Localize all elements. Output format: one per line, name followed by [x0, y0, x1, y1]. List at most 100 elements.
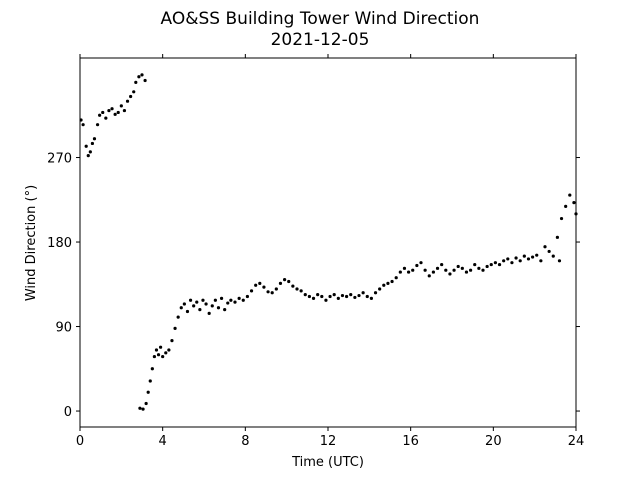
- point: [137, 75, 141, 79]
- point: [88, 150, 92, 154]
- point: [79, 118, 83, 122]
- point: [394, 276, 398, 280]
- point: [518, 259, 522, 263]
- point: [431, 270, 435, 274]
- point: [522, 254, 526, 258]
- point: [415, 263, 419, 268]
- point: [427, 274, 431, 278]
- point: [86, 154, 90, 158]
- point: [291, 284, 295, 288]
- point: [173, 326, 177, 331]
- point: [473, 262, 477, 267]
- point: [489, 262, 493, 267]
- point: [444, 268, 448, 272]
- point: [448, 272, 452, 276]
- point: [229, 298, 233, 302]
- point: [216, 306, 221, 310]
- point: [192, 304, 196, 308]
- point: [278, 281, 283, 285]
- point: [233, 300, 237, 304]
- point: [382, 283, 386, 287]
- point: [411, 268, 415, 272]
- point: [262, 285, 266, 289]
- point: [510, 261, 514, 265]
- point: [95, 123, 100, 127]
- point: [107, 108, 111, 113]
- point: [152, 354, 156, 359]
- point: [143, 78, 147, 83]
- point: [390, 279, 394, 284]
- point: [138, 406, 142, 410]
- point: [320, 294, 324, 299]
- point: [419, 261, 423, 265]
- y-axis-label: Wind Direction (°): [24, 185, 39, 301]
- point: [170, 339, 174, 343]
- point: [188, 298, 193, 302]
- point: [129, 94, 133, 99]
- point: [378, 287, 382, 291]
- point: [481, 268, 485, 272]
- x-tick-label: 16: [402, 434, 419, 449]
- point: [539, 259, 543, 263]
- y-tick-label: 90: [55, 321, 72, 336]
- point: [104, 116, 108, 120]
- point: [223, 308, 227, 312]
- point: [148, 379, 152, 383]
- point: [287, 279, 291, 284]
- point: [349, 293, 353, 297]
- point: [150, 367, 154, 371]
- point: [198, 308, 202, 312]
- point: [258, 281, 262, 285]
- point: [90, 141, 94, 146]
- point: [497, 262, 502, 267]
- point: [274, 287, 278, 291]
- point: [398, 270, 402, 274]
- point: [125, 99, 130, 103]
- point: [185, 309, 190, 314]
- point: [146, 390, 150, 394]
- point: [92, 137, 97, 141]
- point: [195, 300, 199, 304]
- plot-frame: [79, 57, 577, 428]
- point: [357, 293, 361, 298]
- point: [119, 104, 123, 108]
- point: [361, 291, 365, 295]
- y-tick-label: 180: [47, 236, 72, 251]
- point: [164, 351, 168, 355]
- point: [440, 262, 444, 267]
- point: [134, 80, 138, 85]
- point: [464, 270, 469, 274]
- point: [140, 73, 144, 77]
- y-tick-label: 0: [64, 405, 72, 420]
- x-tick-label: 0: [76, 434, 84, 449]
- point: [369, 296, 373, 300]
- point: [270, 291, 274, 295]
- point: [245, 294, 249, 299]
- point: [564, 204, 568, 208]
- point: [84, 144, 88, 148]
- point: [303, 293, 307, 297]
- point: [485, 264, 489, 269]
- x-tick-label: 4: [159, 434, 167, 449]
- point: [506, 257, 510, 261]
- point: [547, 249, 551, 254]
- point: [81, 123, 85, 127]
- point: [340, 293, 345, 298]
- point: [116, 110, 120, 115]
- point: [559, 216, 564, 221]
- point: [555, 235, 560, 239]
- x-tick-label: 20: [485, 434, 502, 449]
- point: [110, 107, 114, 111]
- point: [336, 296, 340, 300]
- point: [141, 407, 145, 411]
- point: [557, 259, 562, 263]
- point: [219, 296, 224, 300]
- point: [345, 294, 349, 299]
- point: [237, 296, 241, 300]
- point: [226, 301, 230, 305]
- point: [311, 296, 316, 300]
- point: [514, 256, 518, 260]
- point: [122, 108, 127, 113]
- point: [179, 306, 183, 310]
